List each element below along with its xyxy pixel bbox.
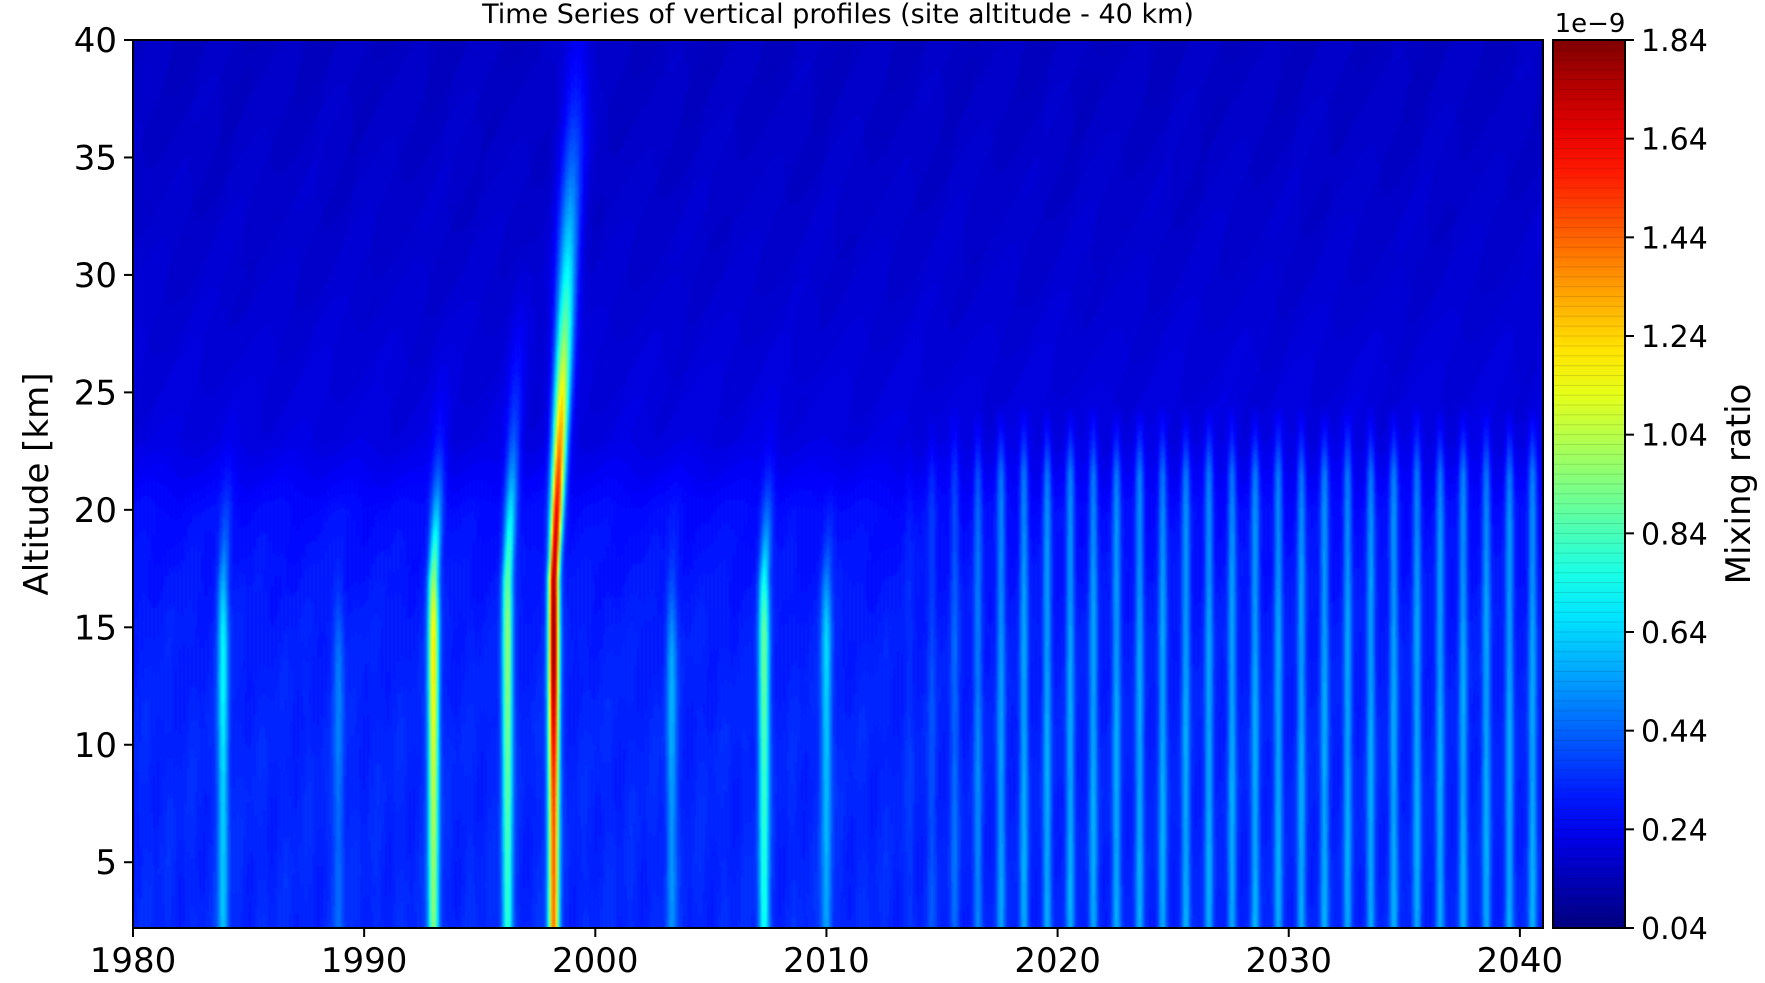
plot-frame <box>132 39 1544 929</box>
x-tick-label: 2000 <box>552 941 639 981</box>
colorbar-tick-label: 1.44 <box>1641 221 1708 256</box>
y-tick-label: 10 <box>74 726 117 766</box>
y-tick-label: 5 <box>95 843 117 883</box>
y-axis-label: Altitude [km] <box>17 372 57 595</box>
x-tick-label: 1980 <box>90 941 177 981</box>
x-tick-label: 2010 <box>783 941 870 981</box>
colorbar-tick-label: 1.84 <box>1641 24 1708 59</box>
colorbar-tick-label: 1.04 <box>1641 419 1708 454</box>
chart-title: Time Series of vertical profiles (site a… <box>481 0 1194 30</box>
colorbar-label: Mixing ratio <box>1719 384 1759 585</box>
y-tick-label: 30 <box>74 256 117 296</box>
colorbar <box>1552 39 1626 929</box>
colorbar-tick-label: 0.64 <box>1641 616 1708 651</box>
y-tick-label: 20 <box>74 491 117 531</box>
y-axis: 5 10 15 20 25 30 35 40 <box>74 21 133 883</box>
colorbar-tick-label: 0.04 <box>1641 912 1708 947</box>
colorbar-tick-label: 0.44 <box>1641 715 1708 750</box>
colorbar-offset-text: 1e−9 <box>1555 9 1626 39</box>
y-tick-label: 40 <box>74 21 117 61</box>
x-tick-label: 1990 <box>321 941 408 981</box>
colorbar-axis: 0.04 0.24 0.44 0.64 0.84 1.04 1.24 1.44 1.64 1.84 <box>1625 24 1708 947</box>
y-tick-label: 25 <box>74 373 117 413</box>
colorbar-tick-label: 1.64 <box>1641 123 1708 158</box>
y-tick-label: 15 <box>74 608 117 648</box>
x-tick-label: 2020 <box>1014 941 1101 981</box>
x-tick-label: 2040 <box>1477 941 1564 981</box>
x-axis: 1980 1990 2000 2010 2020 2030 2040 <box>90 928 1563 981</box>
heatmap-raster <box>133 40 1543 928</box>
colorbar-level-lines <box>1553 49 1625 919</box>
colorbar-tick-label: 0.84 <box>1641 517 1708 552</box>
colorbar-tick-label: 0.24 <box>1641 813 1708 848</box>
colorbar-tick-label: 1.24 <box>1641 320 1708 355</box>
y-tick-label: 35 <box>74 138 117 178</box>
x-tick-label: 2030 <box>1245 941 1332 981</box>
